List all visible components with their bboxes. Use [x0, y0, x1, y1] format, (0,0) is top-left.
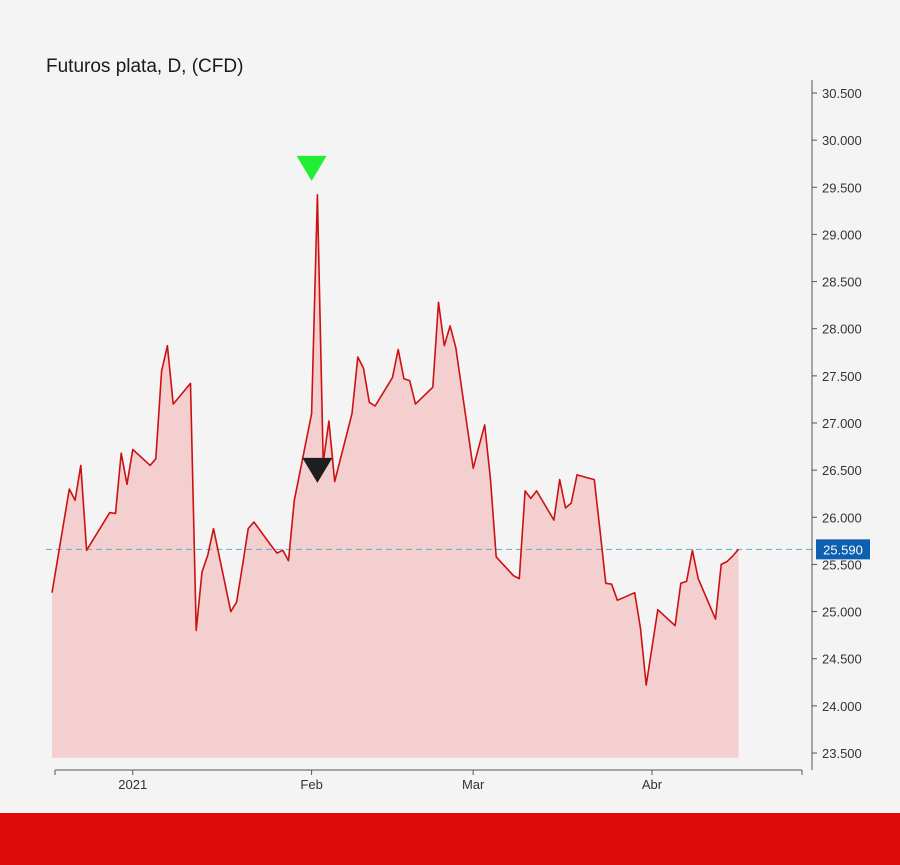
- x-tick-label: 2021: [118, 777, 147, 792]
- y-tick-label: 25.000: [822, 605, 862, 620]
- bottom-bar: [0, 813, 900, 865]
- y-tick-label: 27.000: [822, 416, 862, 431]
- x-tick-label: Feb: [300, 777, 322, 792]
- y-tick-label: 27.500: [822, 369, 862, 384]
- y-tick-label: 30.000: [822, 133, 862, 148]
- y-tick-label: 28.500: [822, 275, 862, 290]
- x-tick-label: Mar: [462, 777, 485, 792]
- last-value-label-text: 25.590: [823, 542, 863, 557]
- y-tick-label: 30.500: [822, 86, 862, 101]
- x-tick-label: Abr: [642, 777, 663, 792]
- y-tick-label: 28.000: [822, 322, 862, 337]
- sell-signal-marker-black: [302, 457, 333, 483]
- sell-signal-marker-green: [296, 155, 327, 181]
- y-tick-label: 25.500: [822, 557, 862, 572]
- last-value-label-bg: [816, 539, 870, 560]
- x-axis: 2021 Feb Mar Abr: [54, 769, 803, 792]
- y-tick-label: 29.000: [822, 227, 862, 242]
- last-value-label: 25.590: [816, 539, 870, 560]
- chart-title: Futuros plata, D, (CFD): [46, 56, 244, 77]
- y-tick-label: 24.500: [822, 652, 862, 667]
- marker-layer: [296, 155, 333, 483]
- price-line: [51, 194, 740, 686]
- y-tick-label: 23.500: [822, 746, 862, 761]
- y-tick-label: 26.000: [822, 510, 862, 525]
- area-layer: [52, 194, 739, 758]
- area-fill: [52, 194, 739, 758]
- y-tick-label: 24.000: [822, 699, 862, 714]
- y-tick-label: 29.500: [822, 180, 862, 195]
- y-tick-label: 26.500: [822, 463, 862, 478]
- y-axis: 23.500 24.000 24.500 25.000 25.500 26.000 26.5…: [811, 80, 862, 770]
- line-layer: [51, 194, 740, 686]
